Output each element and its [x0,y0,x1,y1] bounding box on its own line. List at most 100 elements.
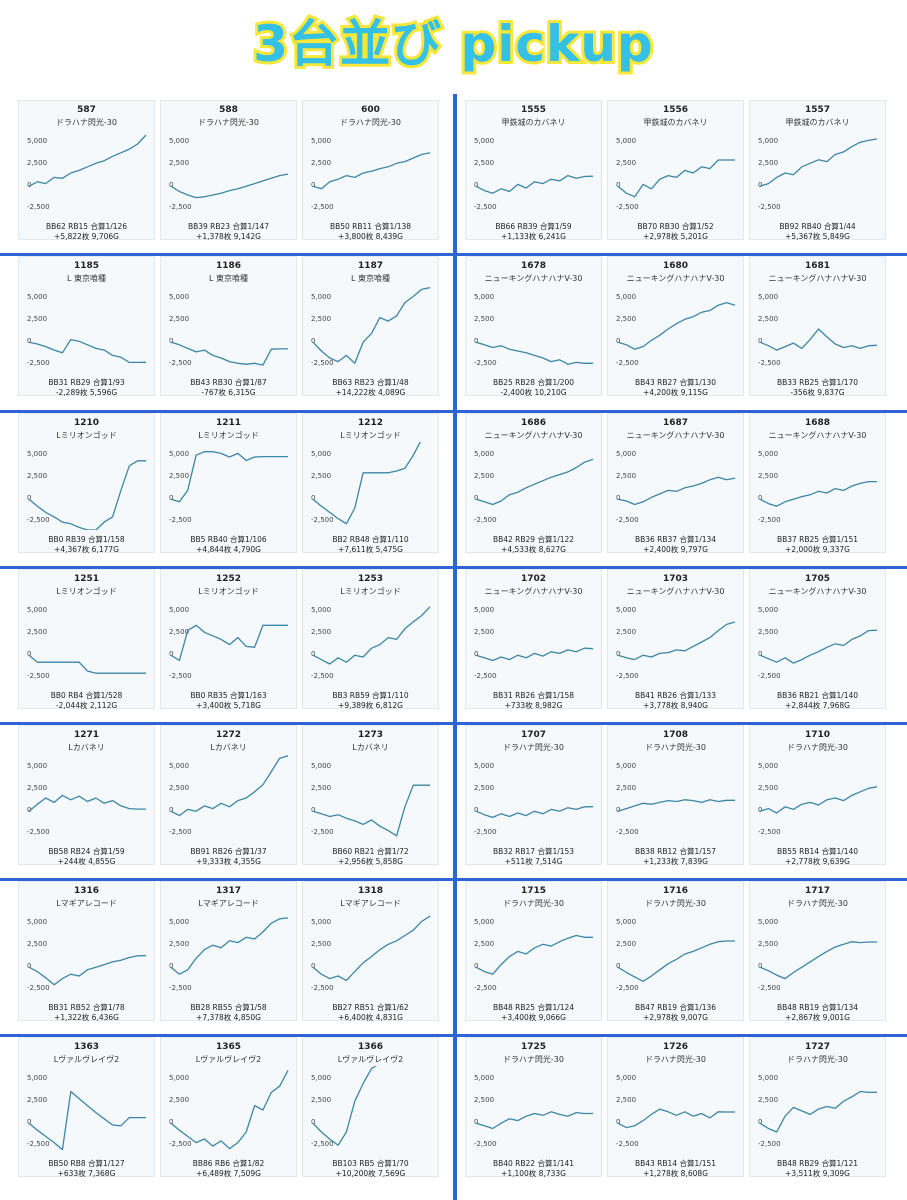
y-tick-label: 0 [616,962,621,971]
chart-panel: 1252 Lミリオンゴッド 5,000 2,500 0 -2,500 BB0 RB35 合算… [160,569,297,710]
y-tick-label: 5,000 [616,1074,637,1083]
y-tick-label: 0 [27,337,32,346]
bonus-stats: BB28 RB55 合算1/58 [190,1003,267,1012]
y-tick-label: -2,500 [474,672,497,681]
y-tick-label: 0 [311,181,316,190]
page-title: 3台並び pickup [250,12,655,76]
y-tick-label: 2,500 [474,1096,495,1105]
y-tick-label: 2,500 [616,628,637,637]
machine-name: 甲鉄城のカバネリ [501,118,566,127]
y-tick-label: -2,500 [758,828,781,837]
y-tick-label: 2,500 [758,159,779,168]
y-tick-label: -2,500 [311,516,334,525]
balance-chart [170,451,288,503]
y-tick-label: 2,500 [311,472,332,481]
y-tick-label: 5,000 [311,1074,332,1083]
y-tick-label: -2,500 [27,1140,50,1149]
y-tick-label: 5,000 [616,137,637,146]
y-tick-label: -2,500 [616,984,639,993]
series-line [759,328,878,351]
chart-panel: 1185 L 東京喰種 5,000 2,500 0 -2,500 BB31 RB29 合算1… [18,256,155,397]
y-tick-label: 0 [474,337,479,346]
y-tick-label: 5,000 [616,606,637,615]
y-tick-label: -2,500 [169,203,192,212]
y-tick-label: 0 [169,806,174,815]
balance-chart [170,1070,289,1150]
y-tick-label: -2,500 [758,672,781,681]
bonus-stats: BB60 RB21 合算1/72 [332,847,409,856]
y-tick-label: 2,500 [311,940,332,949]
y-tick-label: 0 [27,1118,32,1127]
balance-chart [28,460,146,530]
result-stats: +2,978枚 5,201G [643,232,708,241]
y-tick-label: -2,500 [311,1140,334,1149]
machine-name: ドラハナ閃光-30 [198,118,259,127]
y-tick-label: 2,500 [311,159,332,168]
y-tick-label: 5,000 [474,762,495,771]
y-tick-label: 0 [474,181,479,190]
y-tick-label: -2,500 [758,359,781,368]
series-line [759,1090,878,1133]
balance-chart [475,806,594,819]
bonus-stats: BB32 RB17 合算1/153 [492,847,575,856]
machine-name: Lヴァルヴレイヴ2 [53,1055,120,1064]
balance-chart [28,794,146,812]
y-tick-label: 5,000 [311,450,332,459]
bonus-stats: BB62 RB15 合算1/126 [45,222,128,231]
chart-panel: 588 ドラハナ閃光-30 5,000 2,500 0 -2,500 BB39 RB23 合… [160,100,297,241]
y-tick-label: 5,000 [758,606,779,615]
series-line [475,174,594,194]
machine-number: 587 [77,105,96,115]
machine-number: 1556 [662,105,689,115]
y-tick-label: 5,000 [311,918,332,927]
chart-panel: 1211 Lミリオンゴッド 5,000 2,500 0 -2,500 BB5 RB40 合算… [160,413,297,554]
y-tick-label: -2,500 [169,516,192,525]
horizontal-divider [0,566,907,569]
machine-number: 1555 [520,105,547,115]
y-tick-label: 5,000 [616,293,637,302]
series-line [170,624,288,662]
chart-panel: 1702 ニューキングハナハナV-30 5,000 2,500 0 -2,500 BB31 … [465,569,602,710]
y-tick-label: -2,500 [616,828,639,837]
series-line [312,915,431,982]
y-tick-label: 2,500 [27,628,48,637]
machine-number: 1705 [804,574,831,584]
bonus-stats: BB33 RB25 合算1/170 [776,378,859,387]
machine-name: Lミリオンゴッド [340,431,401,440]
bonus-stats: BB3 RB59 合算1/110 [332,691,409,700]
machine-number: 1211 [215,418,242,428]
machine-number: 1365 [215,1042,242,1052]
bonus-stats: BB0 RB39 合算1/158 [48,535,125,544]
y-tick-label: 0 [616,337,621,346]
series-line [312,286,431,364]
y-tick-label: -2,500 [169,828,192,837]
result-stats: +2,956枚 5,858G [338,857,403,866]
bonus-stats: BB58 RB24 合算1/59 [48,847,125,856]
balance-chart [475,934,593,975]
result-stats: +2,400枚 9,797G [643,545,708,554]
y-tick-label: -2,500 [758,1140,781,1149]
balance-chart [312,286,431,364]
y-tick-label: 5,000 [169,918,190,927]
y-tick-label: 0 [169,1118,174,1127]
bonus-stats: BB47 RB19 合算1/136 [634,1003,717,1012]
balance-chart [170,173,289,199]
machine-name: 甲鉄城のカバネリ [643,118,708,127]
chart-panel: 1212 Lミリオンゴッド 5,000 2,500 0 -2,500 BB2 RB48 合算… [302,413,439,554]
bonus-stats: BB2 RB48 合算1/110 [332,535,409,544]
series-line [617,799,735,812]
machine-name: ニューキングハナハナV-30 [484,431,583,440]
result-stats: -767枚 6,315G [201,388,256,397]
y-tick-label: 5,000 [758,293,779,302]
balance-chart [28,954,147,986]
y-tick-label: 0 [169,494,174,503]
y-tick-label: -2,500 [27,516,50,525]
series-line [475,934,593,975]
bonus-stats: BB27 RB51 合算1/62 [332,1003,409,1012]
y-tick-label: 0 [474,650,479,659]
chart-panel: 1707 ドラハナ閃光-30 5,000 2,500 0 -2,500 BB32 RB17 … [465,725,602,866]
machine-name: L 東京喰種 [67,274,106,283]
balance-chart [312,606,431,665]
bonus-stats: BB63 RB23 合算1/48 [332,378,409,387]
machine-number: 1212 [357,418,384,428]
